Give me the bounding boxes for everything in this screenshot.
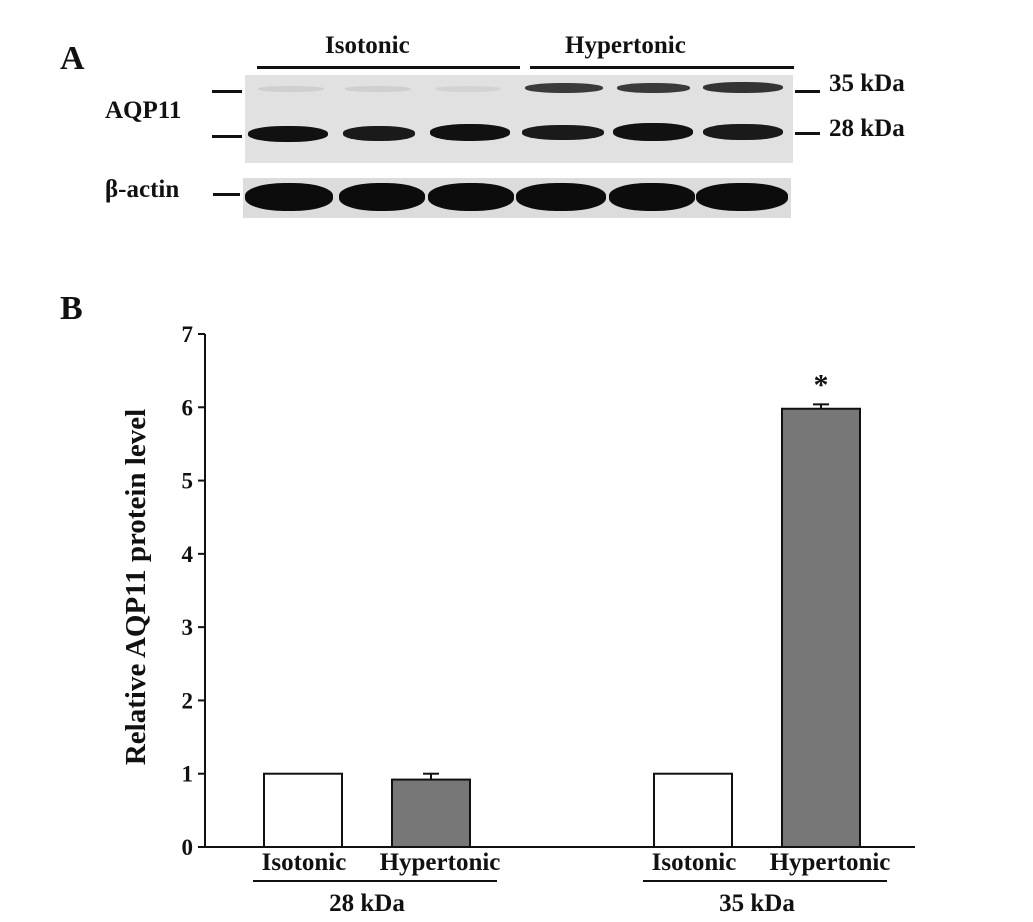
y-tick-label-0: 0 <box>182 835 194 860</box>
y-tick-label-1: 1 <box>182 762 194 787</box>
beta-actin-label: β-actin <box>105 176 180 203</box>
band-actin-6 <box>696 183 788 211</box>
mw-marker-28kda: 28 kDa <box>829 115 905 142</box>
band-28kda-hyper-3 <box>703 124 783 140</box>
band-actin-2 <box>339 183 425 211</box>
band-28kda-hyper-2 <box>613 123 693 141</box>
bar-35kda-hypertonic <box>781 407 861 848</box>
band-35kda-hyper-1 <box>525 83 603 93</box>
band-28kda-iso-1 <box>248 126 328 142</box>
x-category-label: Isotonic <box>652 849 737 876</box>
band-35kda-hyper-2 <box>617 83 690 93</box>
panel-a-letter: A <box>60 40 85 77</box>
x-category-label: Isotonic <box>262 849 347 876</box>
band-actin-1 <box>245 183 333 211</box>
left-tick-35kda <box>212 90 242 93</box>
bar-28kda-isotonic <box>263 772 343 849</box>
aqp11-label: AQP11 <box>105 97 182 124</box>
aqp11-blot-membrane <box>245 75 793 163</box>
y-tick-label-6: 6 <box>182 395 194 420</box>
x-category-label: Hypertonic <box>380 849 501 876</box>
isotonic-group-bracket <box>257 66 520 69</box>
bar-35kda-isotonic <box>653 772 733 849</box>
left-tick-28kda <box>212 135 242 138</box>
mw-marker-35kda: 35 kDa <box>829 70 905 97</box>
band-35kda-iso-2 <box>345 86 411 92</box>
y-tick-label-4: 4 <box>182 542 194 567</box>
hypertonic-group-bracket <box>530 66 794 69</box>
band-28kda-iso-2 <box>343 126 415 141</box>
y-tick-label-2: 2 <box>182 688 194 713</box>
left-tick-actin <box>213 193 240 196</box>
band-28kda-hyper-1 <box>522 125 604 140</box>
significance-asterisk: * <box>814 368 829 401</box>
chart-bars: * <box>263 368 861 849</box>
band-actin-4 <box>516 183 606 211</box>
band-28kda-iso-3 <box>430 124 510 141</box>
bar-28kda-hypertonic <box>391 778 471 849</box>
y-axis-label: Relative AQP11 protein level <box>120 409 152 765</box>
blot-group-label-isotonic: Isotonic <box>325 32 410 59</box>
band-35kda-iso-1 <box>258 86 324 92</box>
y-tick-label-3: 3 <box>182 615 194 640</box>
panel-b-letter: B <box>60 290 83 327</box>
right-tick-28kda <box>795 132 820 135</box>
band-35kda-iso-3 <box>435 86 501 92</box>
band-35kda-hyper-3 <box>703 82 783 93</box>
right-tick-35kda <box>795 90 820 93</box>
x-category-label: Hypertonic <box>770 849 891 876</box>
group-label-28kda: 28 kDa <box>329 890 405 917</box>
y-tick-label-7: 7 <box>182 322 194 347</box>
group-label-35kda: 35 kDa <box>719 890 795 917</box>
band-actin-5 <box>609 183 695 211</box>
band-actin-3 <box>428 183 514 211</box>
blot-group-label-hypertonic: Hypertonic <box>565 32 686 59</box>
y-tick-label-5: 5 <box>182 469 194 494</box>
chart-axes: 0 1 2 3 4 5 6 7 <box>182 322 915 860</box>
chart-x-labels: Isotonic Hypertonic 28 kDa Isotonic Hyperton… <box>253 849 890 917</box>
